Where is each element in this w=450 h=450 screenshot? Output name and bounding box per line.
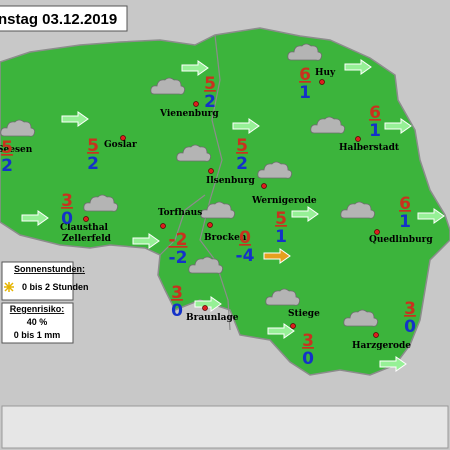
temperature-high: 5 xyxy=(236,136,248,156)
temperature-low: 1 xyxy=(399,212,411,232)
place-name: Harzgerode xyxy=(352,341,411,351)
border xyxy=(159,194,206,256)
rain-amount: 0 bis 1 mm xyxy=(14,330,61,340)
temperature-low: 2 xyxy=(204,92,216,112)
place-name: Wernigerode xyxy=(251,196,317,206)
scale-box xyxy=(1,405,449,449)
place-name: Halberstadt xyxy=(339,143,400,153)
temperature-high: 5 xyxy=(87,136,99,156)
temperature-high: 0 xyxy=(239,228,251,248)
place-dot xyxy=(374,229,380,235)
temperature-low: 2 xyxy=(1,156,13,176)
place-dot xyxy=(319,79,325,85)
place-name: Torfhaus xyxy=(158,208,202,218)
place-name: Braunlage xyxy=(186,313,239,323)
temperature-low: 0 xyxy=(302,349,314,369)
place-dot xyxy=(373,332,379,338)
temperature-high: -2 xyxy=(169,230,188,250)
sun-title: Sonnenstunden: xyxy=(14,264,85,274)
temperature-high: 6 xyxy=(299,65,311,85)
temperature-high: 5 xyxy=(204,74,216,94)
temperature-low: 1 xyxy=(299,83,311,103)
sun-value: 0 bis 2 Stunden xyxy=(22,282,89,292)
border xyxy=(199,34,231,331)
temperature-low: 1 xyxy=(275,227,287,247)
temperature-low: 0 xyxy=(61,209,73,229)
temperature-high: 3 xyxy=(171,283,183,303)
place-dot xyxy=(193,101,199,107)
place-dot xyxy=(355,136,361,142)
temperature-low: 2 xyxy=(236,154,248,174)
temperature-low: -4 xyxy=(236,246,255,266)
temperature-low: 0 xyxy=(404,317,416,337)
place-name: Zellerfeld xyxy=(62,234,112,244)
rain-box xyxy=(1,302,74,344)
temperature-high: 6 xyxy=(369,103,381,123)
place-dot xyxy=(208,168,214,174)
place-dot xyxy=(261,183,267,189)
place-name: Goslar xyxy=(104,140,137,150)
temperature-low: 1 xyxy=(369,121,381,141)
title: nstag 03.12.2019 xyxy=(0,11,117,28)
place-name: Seesen xyxy=(0,145,33,155)
sun-icon xyxy=(4,282,14,292)
place-dot xyxy=(290,323,296,329)
place-name: Clausthal xyxy=(60,223,109,233)
place-dot xyxy=(120,135,126,141)
place-name: Ilsenburg xyxy=(206,176,256,186)
place-name: Stiege xyxy=(288,309,320,319)
place-name: Vienenburg xyxy=(159,109,219,119)
place-dot xyxy=(207,222,213,228)
temperature-low: 2 xyxy=(87,154,99,174)
temperature-low: -2 xyxy=(169,248,188,268)
place-dot xyxy=(83,216,89,222)
sun-box xyxy=(1,261,74,301)
temperature-low: 0 xyxy=(171,301,183,321)
place-dot xyxy=(160,223,166,229)
place-name: Quedlinburg xyxy=(369,235,433,245)
temperature-high: 3 xyxy=(404,299,416,319)
rain-title: Regenrisiko: xyxy=(10,304,65,314)
place-name: Huy xyxy=(315,68,336,78)
temperature-high: 3 xyxy=(302,331,314,351)
place-name: Brocken xyxy=(204,233,247,243)
temperature-high: 3 xyxy=(61,191,73,211)
temperature-high: 6 xyxy=(399,194,411,214)
place-dot xyxy=(202,305,208,311)
temperature-high: 5 xyxy=(275,209,287,229)
title-box xyxy=(0,5,128,32)
rain-percent: 40 % xyxy=(27,317,48,327)
temperature-high: 5 xyxy=(1,138,13,158)
